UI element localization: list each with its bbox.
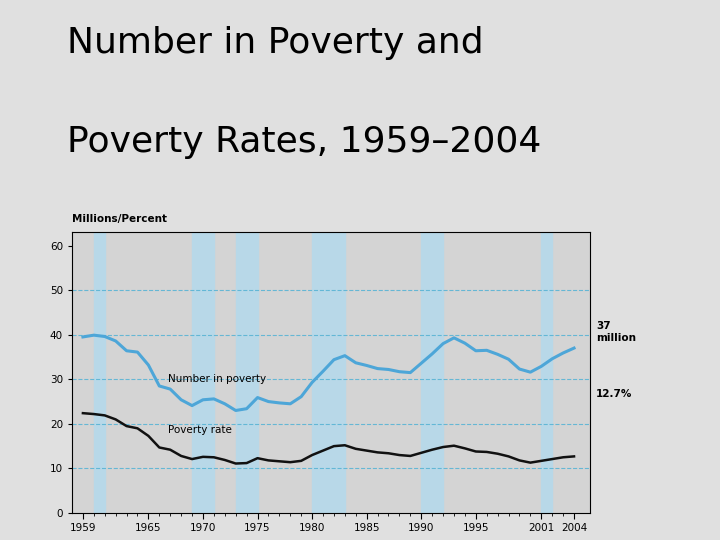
Text: Millions/Percent: Millions/Percent [72,214,167,224]
Bar [421,232,443,513]
Text: 37
million: 37 million [596,321,636,343]
Text: 12.7%: 12.7% [596,389,633,399]
Text: Number in Poverty and: Number in Poverty and [67,26,483,60]
Bar [94,232,104,513]
Bar [541,232,552,513]
Bar [312,232,345,513]
Text: Number in poverty: Number in poverty [168,374,266,383]
Text: Poverty rate: Poverty rate [168,425,232,435]
Bar [235,232,258,513]
Text: Poverty Rates, 1959–2004: Poverty Rates, 1959–2004 [67,125,541,159]
Bar [192,232,214,513]
